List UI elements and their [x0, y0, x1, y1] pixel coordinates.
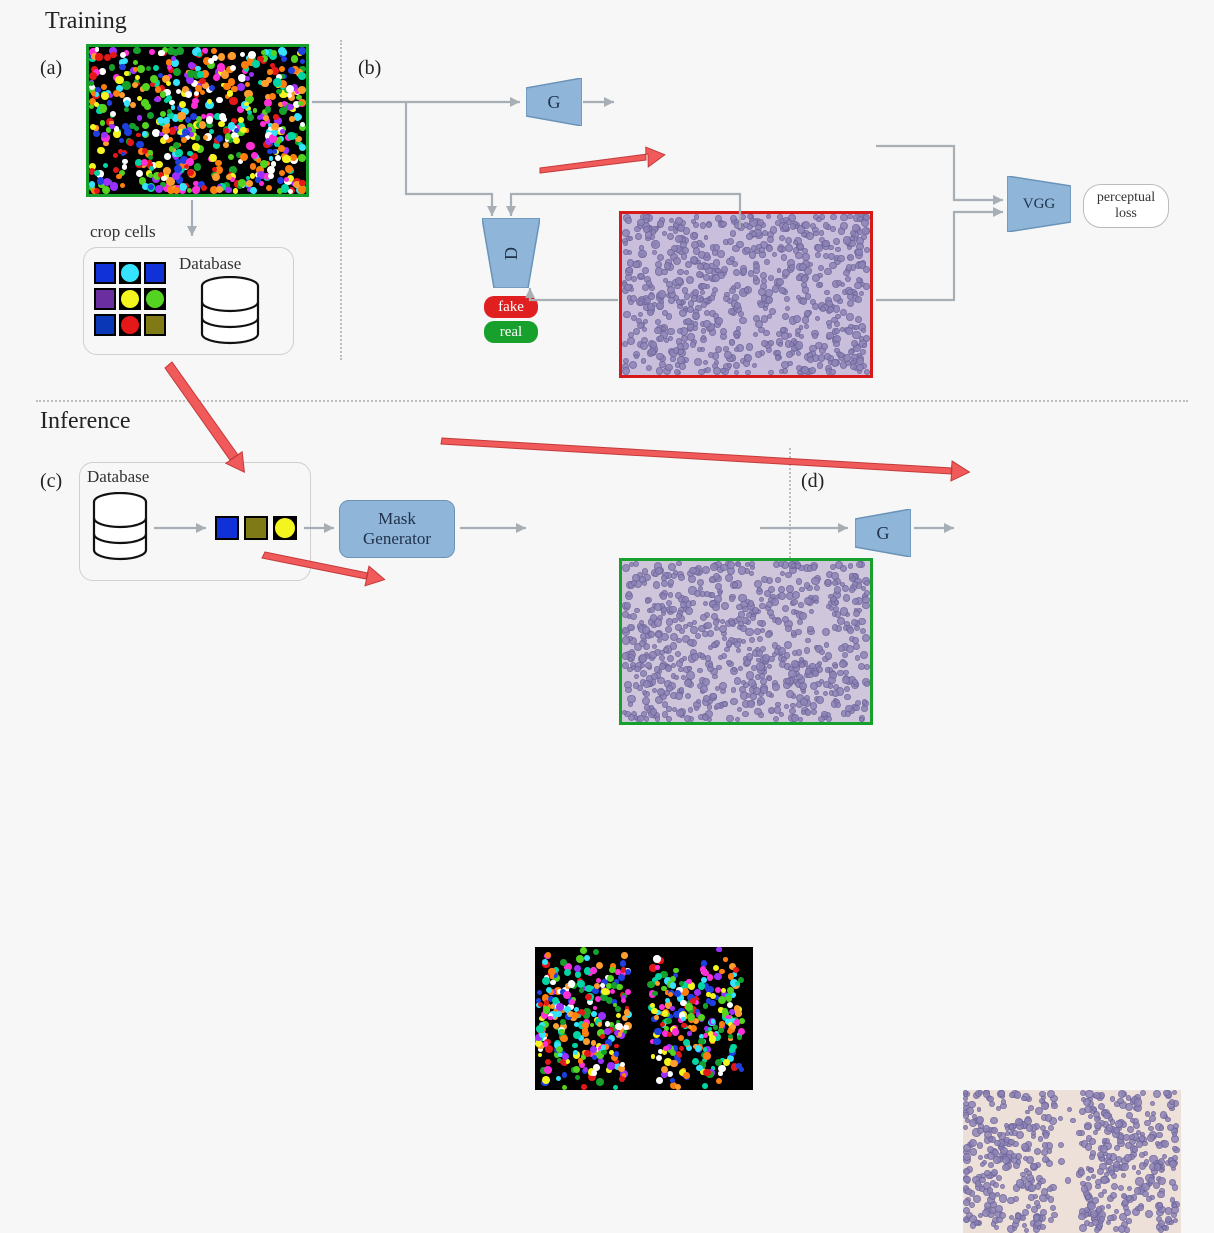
panel-d-label: (d)	[801, 470, 824, 493]
discriminator-block: D	[482, 218, 540, 288]
panel-a-label: (a)	[40, 57, 62, 80]
mask-generator-block: Mask Generator	[339, 500, 455, 558]
mask-generator-label-2: Generator	[363, 529, 431, 549]
perceptual-loss-bubble: perceptual loss	[1083, 184, 1169, 228]
inference-heading: Inference	[40, 408, 131, 435]
mask-output-inference	[535, 947, 753, 1090]
generator-label: G	[548, 92, 561, 113]
vgg-block: VGG	[1007, 176, 1071, 232]
generated-inference-image	[963, 1090, 1181, 1233]
real-image	[619, 558, 873, 725]
vgg-label: VGG	[1023, 196, 1056, 213]
mask-input-training	[86, 44, 309, 197]
database-icon	[89, 492, 151, 562]
training-database-label: Database	[179, 254, 241, 274]
perceptual-loss-line1: perceptual	[1090, 190, 1162, 206]
discriminator-label: D	[501, 247, 522, 260]
generator-inference-label: G	[877, 523, 890, 544]
panel-c-label: (c)	[40, 470, 62, 493]
generator-block-training: G	[526, 78, 582, 126]
perceptual-loss-line2: loss	[1090, 206, 1162, 222]
divider-horizontal	[36, 400, 1188, 402]
mask-generator-label-1: Mask	[363, 509, 431, 529]
fake-pill: fake	[484, 296, 538, 318]
inference-database-label: Database	[87, 467, 149, 487]
generator-block-inference: G	[855, 509, 911, 557]
database-icon	[196, 276, 264, 346]
training-heading: Training	[45, 8, 127, 35]
real-pill: real	[484, 321, 538, 343]
crop-cells-label: crop cells	[90, 222, 156, 242]
divider-vertical-training	[340, 40, 342, 360]
generated-fake-image	[619, 211, 873, 378]
panel-b-label: (b)	[358, 57, 381, 80]
